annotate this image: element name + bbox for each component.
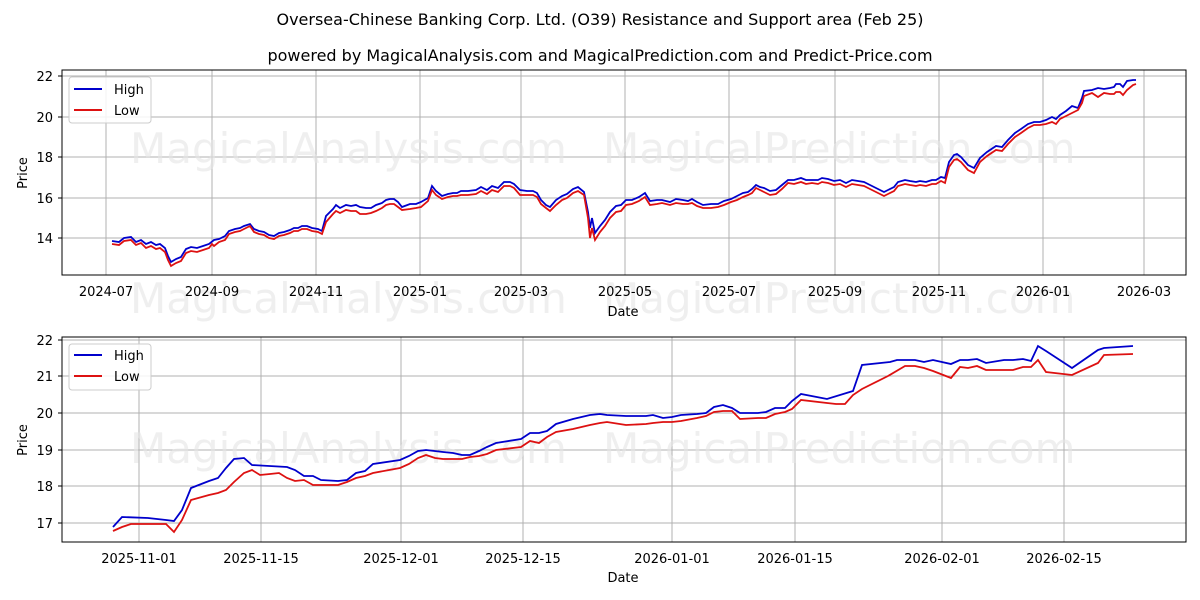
- bottom-chart: MagicalAnalysis.com MagicalPrediction.co…: [16, 334, 1187, 586]
- svg-text:2025-11-15: 2025-11-15: [223, 552, 299, 567]
- chart-title: Oversea-Chinese Banking Corp. Ltd. (O39)…: [276, 10, 924, 29]
- chart-subtitle: powered by MagicalAnalysis.com and Magic…: [267, 46, 933, 65]
- top-tick-marks: [58, 75, 62, 239]
- top-low-line: [111, 83, 1137, 268]
- watermark-prediction-3: MagicalPrediction.com: [603, 424, 1076, 473]
- watermark-analysis-3: MagicalAnalysis.com: [130, 424, 567, 473]
- top-x-ticks: 2024-07 2024-09 2024-11 2025-01 2025-03 …: [79, 285, 1171, 300]
- svg-text:2024-09: 2024-09: [185, 285, 239, 300]
- top-x-axis-label: Date: [607, 305, 638, 320]
- top-legend: High Low: [68, 76, 152, 124]
- bottom-legend: High Low: [68, 343, 152, 391]
- legend-high-label-2: High: [114, 349, 144, 364]
- legend-high-label: High: [114, 83, 144, 98]
- top-y-axis-label: Price: [16, 157, 31, 189]
- svg-text:2026-02-15: 2026-02-15: [1026, 552, 1102, 567]
- svg-text:18: 18: [36, 480, 53, 495]
- watermark-prediction-2: MagicalPrediction.com: [603, 274, 1076, 323]
- bottom-x-ticks: 2025-11-01 2025-11-15 2025-12-01 2025-12…: [101, 552, 1102, 567]
- svg-text:2026-02-01: 2026-02-01: [904, 552, 980, 567]
- svg-text:22: 22: [36, 334, 53, 349]
- bottom-high-line: [112, 344, 1134, 528]
- svg-text:2026-03: 2026-03: [1117, 285, 1171, 300]
- svg-text:16: 16: [36, 192, 53, 207]
- watermark-prediction: MagicalPrediction.com: [603, 124, 1076, 173]
- svg-text:2025-03: 2025-03: [494, 285, 548, 300]
- svg-text:2025-11: 2025-11: [912, 285, 966, 300]
- svg-text:2024-11: 2024-11: [289, 285, 343, 300]
- svg-text:2025-05: 2025-05: [598, 285, 652, 300]
- svg-text:2025-01: 2025-01: [393, 285, 447, 300]
- svg-text:2025-11-01: 2025-11-01: [101, 552, 177, 567]
- svg-text:2025-12-01: 2025-12-01: [363, 552, 439, 567]
- svg-text:2026-01: 2026-01: [1016, 285, 1070, 300]
- svg-text:2025-07: 2025-07: [702, 285, 756, 300]
- top-chart: MagicalAnalysis.com MagicalPrediction.co…: [16, 69, 1187, 323]
- bottom-low-line: [112, 353, 1134, 534]
- svg-text:21: 21: [36, 370, 53, 385]
- svg-text:20: 20: [36, 111, 53, 126]
- bottom-y-ticks: 22 21 20 19 18 17: [36, 334, 53, 532]
- watermark-analysis: MagicalAnalysis.com: [130, 124, 567, 173]
- legend-low-label-2: Low: [114, 370, 140, 385]
- legend-low-label: Low: [114, 104, 140, 119]
- watermark-analysis-2: MagicalAnalysis.com: [130, 274, 567, 323]
- top-y-ticks: 22 20 18 16 14: [36, 70, 53, 247]
- bottom-y-axis-label: Price: [16, 424, 31, 456]
- svg-text:2026-01-15: 2026-01-15: [757, 552, 833, 567]
- svg-text:17: 17: [36, 517, 53, 532]
- svg-text:14: 14: [36, 232, 53, 247]
- svg-text:19: 19: [36, 444, 53, 459]
- svg-text:18: 18: [36, 151, 53, 166]
- svg-text:20: 20: [36, 407, 53, 422]
- svg-text:2025-09: 2025-09: [808, 285, 862, 300]
- svg-text:2025-12-15: 2025-12-15: [485, 552, 561, 567]
- top-axes-frame: [61, 69, 1187, 276]
- top-high-line: [111, 79, 1136, 264]
- bottom-axes-frame: [61, 336, 1187, 543]
- bottom-grid: [62, 337, 1186, 542]
- bottom-tick-marks: [58, 339, 62, 524]
- svg-text:2026-01-01: 2026-01-01: [634, 552, 710, 567]
- svg-text:2024-07: 2024-07: [79, 285, 133, 300]
- bottom-x-axis-label: Date: [607, 571, 638, 586]
- svg-text:22: 22: [36, 70, 53, 85]
